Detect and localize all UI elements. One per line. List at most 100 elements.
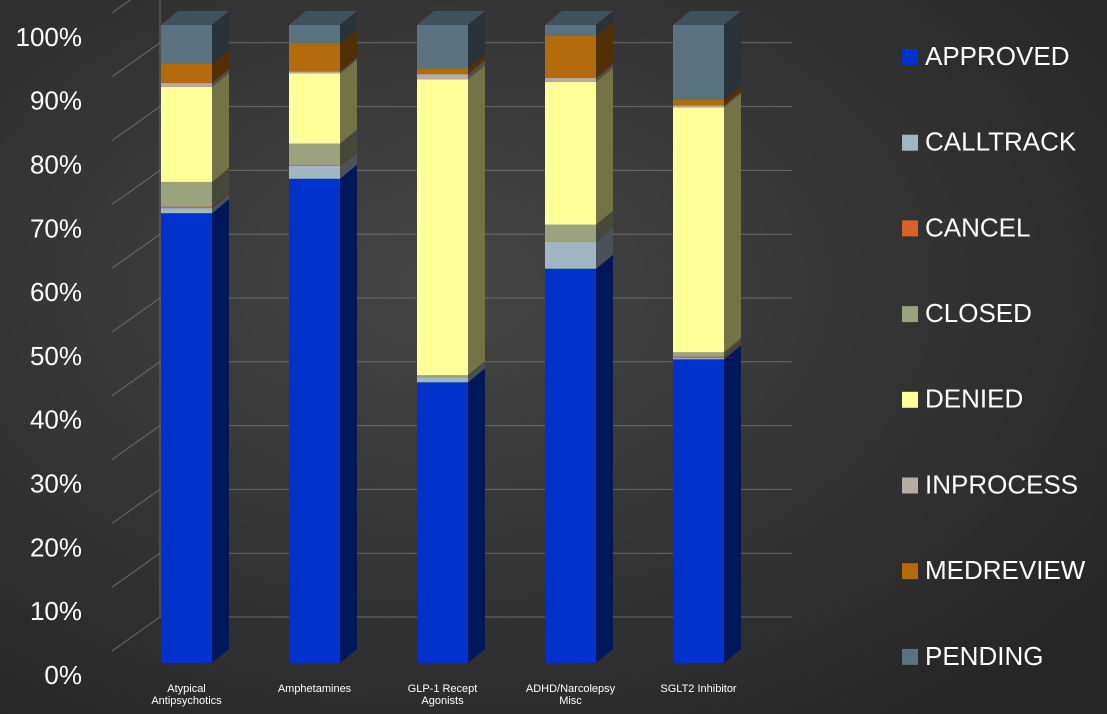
legend-swatch	[902, 306, 918, 323]
bar-top	[417, 11, 485, 25]
y-tick-label: 90%	[30, 86, 82, 116]
bar-side	[212, 194, 229, 214]
bar-segment	[161, 206, 212, 209]
legend-label: INPROCESS	[925, 469, 1078, 499]
bar-side	[724, 338, 741, 357]
bar-side	[340, 151, 357, 179]
bar-segment	[673, 107, 724, 353]
bar-top	[161, 11, 229, 25]
legend-swatch	[902, 563, 918, 580]
bar-side	[596, 11, 613, 36]
bar-segment	[545, 241, 596, 269]
bar-side	[468, 363, 485, 383]
bar-side	[724, 344, 741, 360]
bar-side	[212, 69, 229, 87]
bar-side	[724, 11, 741, 100]
bar-segment	[289, 71, 340, 74]
bar-side	[724, 93, 741, 353]
bar-side	[596, 67, 613, 225]
bar-side	[596, 21, 613, 78]
bar-segment	[289, 165, 340, 166]
legend-swatch	[902, 391, 918, 408]
legend-label: DENIED	[925, 384, 1023, 414]
y-tick-label: 50%	[30, 341, 82, 371]
x-tick-label: Atypical Antipsychotics	[151, 683, 222, 707]
bar-segment	[417, 375, 468, 378]
bar-side	[212, 49, 229, 84]
bar-top	[673, 11, 741, 25]
bar-top	[545, 11, 613, 25]
x-tick-label: GLP-1 Recept Agonists	[408, 683, 478, 707]
bar-segment	[161, 83, 212, 87]
y-tick-label: 80%	[30, 149, 82, 179]
bar-segment	[545, 77, 596, 82]
bar-segment	[161, 25, 212, 64]
y-tick-label: 0%	[44, 660, 82, 690]
bar-side	[468, 54, 485, 75]
y-tick-label: 60%	[30, 277, 82, 307]
x-tick-label: SGLT2 Inhibitor	[660, 683, 737, 695]
bar-segment	[673, 356, 724, 359]
y-tick-label: 10%	[30, 596, 82, 626]
legend-label: CLOSED	[925, 298, 1032, 328]
bar-side	[724, 85, 741, 106]
bar-segment	[417, 79, 468, 376]
legend-swatch	[902, 477, 918, 494]
legend-swatch	[902, 49, 918, 65]
bar-side	[212, 167, 229, 207]
bar-side	[212, 192, 229, 209]
bar-segment	[673, 105, 724, 108]
bar-segment	[289, 73, 340, 144]
bar-segment	[289, 178, 340, 663]
bar-side	[596, 227, 613, 269]
bar-side	[596, 210, 613, 242]
bar-segment	[417, 74, 468, 80]
bar-segment	[289, 165, 340, 179]
bar-top	[289, 11, 357, 25]
y-tick-label: 100%	[16, 22, 83, 52]
bar-segment	[545, 25, 596, 36]
bar-segment	[673, 352, 724, 357]
legend-swatch	[902, 134, 918, 151]
bar-side	[340, 164, 357, 663]
bar-segment	[417, 25, 468, 69]
bar-segment	[161, 181, 212, 207]
legend-label: APPROVED	[925, 41, 1070, 71]
bar-side	[596, 63, 613, 82]
legend-swatch	[902, 220, 918, 237]
bar-segment	[673, 25, 724, 100]
bar-side	[340, 57, 357, 74]
bar-side	[468, 11, 485, 69]
bar-segment	[417, 68, 468, 75]
bar-side	[724, 91, 741, 108]
bar-side	[468, 368, 485, 663]
bar-side	[340, 59, 357, 144]
y-tick-label: 20%	[30, 532, 82, 562]
bar-side	[596, 254, 613, 663]
bar-segment	[417, 377, 468, 383]
x-tick-label: ADHD/Narcolepsy Misc	[526, 683, 616, 707]
bar-side	[340, 129, 357, 166]
bar-segment	[545, 81, 596, 225]
bar-side	[340, 29, 357, 72]
bar-side	[724, 345, 741, 663]
bar-side	[468, 60, 485, 80]
bar-segment	[289, 25, 340, 44]
bar-segment	[545, 268, 596, 663]
bar-side	[212, 11, 229, 64]
legend-label: PENDING	[925, 641, 1043, 671]
bar-segment	[161, 208, 212, 214]
bar-segment	[545, 35, 596, 78]
bar-segment	[161, 213, 212, 663]
y-tick-label: 40%	[30, 405, 82, 435]
bar-side	[212, 199, 229, 663]
bar-segment	[545, 224, 596, 242]
y-tick-label: 70%	[30, 213, 82, 243]
bar-side	[212, 72, 229, 182]
bar-segment	[289, 143, 340, 166]
bar-segment	[673, 359, 724, 663]
bar-segment	[161, 63, 212, 84]
x-tick-label: Amphetamines	[278, 683, 352, 695]
y-tick-label: 30%	[30, 468, 82, 498]
grid-line	[111, 0, 132, 14]
